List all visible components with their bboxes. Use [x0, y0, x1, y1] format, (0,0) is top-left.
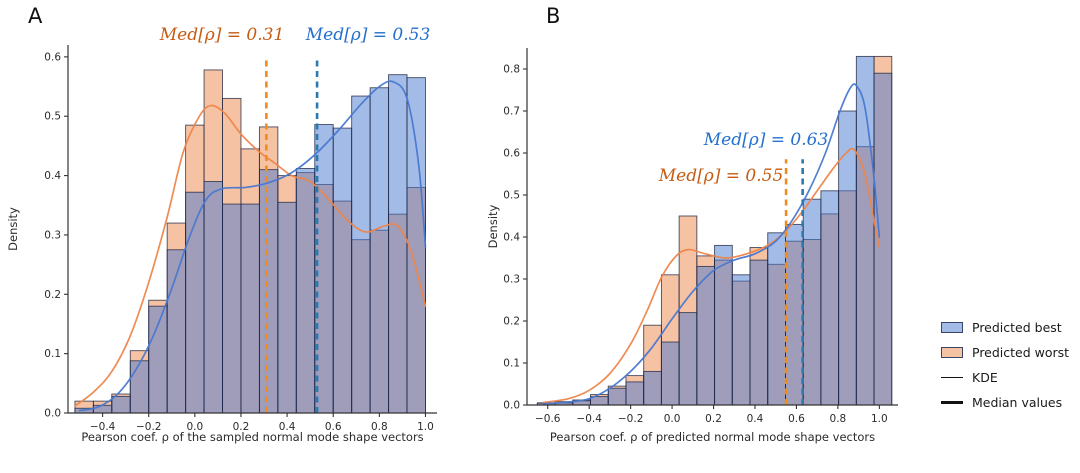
y-tick-label: 0.6 — [503, 148, 520, 160]
y-tick-label: 0.2 — [44, 289, 61, 301]
histogram-bar — [607, 387, 627, 406]
legend-item-median-values: Median values — [941, 394, 1069, 410]
median-annotation-worst-a: Med[ρ] = 0.31 — [159, 25, 285, 45]
histogram-bar — [643, 370, 662, 406]
legend-item-kde: KDE — [941, 369, 1069, 385]
x-tick-label: −0.4 — [90, 421, 116, 433]
histogram-bar — [111, 395, 131, 414]
median-annotation-best-a: Med[ρ] = 0.53 — [305, 25, 431, 45]
histogram-bar — [678, 312, 698, 406]
x-tick-label: 0.6 — [788, 413, 805, 425]
histogram-bar — [802, 198, 822, 406]
y-tick-label: 0.2 — [503, 316, 520, 328]
histogram-bar — [820, 190, 840, 406]
y-tick-label: 0.0 — [44, 408, 61, 420]
kde-curve — [78, 80, 427, 412]
y-tick-label: 0.4 — [503, 232, 520, 244]
x-axis-title: Pearson coef. ρ of the sampled normal mo… — [81, 430, 423, 444]
histogram-bar — [714, 244, 733, 406]
x-tick-label: −0.2 — [618, 413, 644, 425]
x-tick-label: 0.2 — [705, 413, 722, 425]
legend-swatch-kde-line-icon — [941, 376, 963, 378]
legend-label: Predicted worst — [972, 344, 1070, 360]
y-tick-label: 0.0 — [503, 400, 520, 412]
histogram-bar — [873, 72, 893, 406]
legend-swatch-predicted-best-icon — [941, 321, 963, 333]
histogram-bar — [696, 265, 716, 406]
histogram-bar — [203, 181, 223, 414]
y-axis-title: Density — [486, 204, 500, 248]
y-tick-label: 0.1 — [44, 348, 61, 360]
histogram-bar — [625, 381, 645, 406]
kde-curve — [74, 104, 427, 407]
histogram-bar — [785, 223, 804, 406]
bars-predicted-best — [536, 55, 893, 406]
histogram-bar — [240, 203, 260, 414]
legend-swatch-predicted-worst-icon — [941, 346, 963, 358]
x-tick-label: −0.6 — [535, 413, 561, 425]
histogram-bar — [749, 259, 769, 406]
x-tick-label: 0.8 — [371, 421, 388, 433]
legend-item-predicted-best: Predicted best — [941, 319, 1069, 335]
y-tick-label: 0.3 — [503, 274, 520, 286]
y-tick-label: 0.8 — [503, 64, 520, 76]
x-axis-title: Pearson coef. ρ of predicted normal mode… — [550, 430, 875, 444]
kde-curve — [542, 83, 881, 405]
legend-swatch-median-line-icon — [941, 400, 963, 404]
y-tick-label: 0.6 — [44, 51, 61, 63]
y-tick-label: 0.1 — [503, 358, 520, 370]
panel-b-label: B — [546, 4, 561, 28]
panel-a-label: A — [28, 4, 43, 28]
axes: −0.4 −0.2 0.0 0.2 0.4 0.6 0.8 1.0 0.0 0.1 0.2 0.3 0.… — [6, 45, 437, 444]
y-tick-label: 0.5 — [503, 190, 520, 202]
y-axis-title: Density — [6, 207, 20, 251]
x-tick-label: −0.2 — [136, 421, 162, 433]
y-tick-label: 0.3 — [44, 229, 61, 241]
histogram-bar — [388, 74, 408, 414]
x-tick-label: 1.0 — [417, 421, 434, 433]
y-tick-label: 0.5 — [44, 111, 61, 123]
y-tick-label: 0.7 — [503, 106, 520, 118]
histogram-bar — [92, 404, 113, 414]
x-tick-label: 0.8 — [830, 413, 847, 425]
histogram-bar — [277, 201, 297, 414]
histogram-bar — [351, 95, 371, 414]
legend-label: Median values — [972, 394, 1063, 410]
y-tick-label: 0.4 — [44, 170, 61, 182]
legend: Predicted best Predicted worst KDE Media… — [941, 319, 1069, 410]
x-tick-label: 0.0 — [664, 413, 681, 425]
x-tick-label: 1.0 — [871, 413, 888, 425]
histogram-bar — [258, 169, 279, 414]
x-tick-label: −0.4 — [576, 413, 602, 425]
kde-curve — [542, 147, 881, 404]
histogram-bar — [369, 87, 390, 414]
histogram-bar — [731, 274, 751, 406]
x-tick-label: 0.2 — [233, 421, 250, 433]
legend-label: KDE — [972, 369, 998, 385]
x-tick-label: 0.0 — [186, 421, 203, 433]
x-tick-label: 0.4 — [279, 421, 296, 433]
histogram-bar — [767, 232, 786, 406]
median-annotation-best-b: Med[ρ] = 0.63 — [703, 130, 829, 150]
histogram-bar — [129, 360, 150, 414]
histogram-bar — [222, 203, 242, 414]
panel-b: −0.6 −0.4 −0.2 0.0 0.2 0.4 0.6 0.8 1.0 0.0 0.1 0.2 0… — [486, 48, 898, 444]
histogram-bar — [332, 127, 353, 414]
histogram-bar — [660, 341, 680, 406]
legend-item-predicted-worst: Predicted worst — [941, 344, 1069, 360]
legend-label: Predicted best — [972, 319, 1062, 335]
axes: −0.6 −0.4 −0.2 0.0 0.2 0.4 0.6 0.8 1.0 0.0 0.1 0.2 0… — [486, 48, 898, 444]
histogram-bar — [148, 305, 168, 414]
x-tick-label: 0.6 — [325, 421, 342, 433]
histogram-bar — [295, 168, 316, 414]
bars-predicted-best — [74, 74, 426, 414]
panel-a: −0.4 −0.2 0.0 0.2 0.4 0.6 0.8 1.0 0.0 0.1 0.2 0.3 0.… — [6, 45, 437, 444]
median-annotation-worst-b: Med[ρ] = 0.55 — [658, 166, 784, 186]
histogram-bar — [838, 110, 857, 406]
x-tick-label: 0.4 — [747, 413, 764, 425]
